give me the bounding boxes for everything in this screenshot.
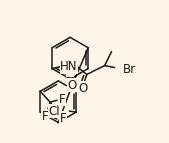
Text: F: F [42, 110, 49, 123]
Text: HN: HN [60, 60, 78, 73]
Text: O: O [78, 82, 87, 95]
Text: F: F [67, 63, 74, 77]
Text: O: O [68, 79, 77, 92]
Text: F: F [59, 93, 65, 106]
Text: F: F [60, 112, 66, 125]
Text: Br: Br [123, 63, 136, 76]
Text: Cl: Cl [49, 105, 61, 118]
